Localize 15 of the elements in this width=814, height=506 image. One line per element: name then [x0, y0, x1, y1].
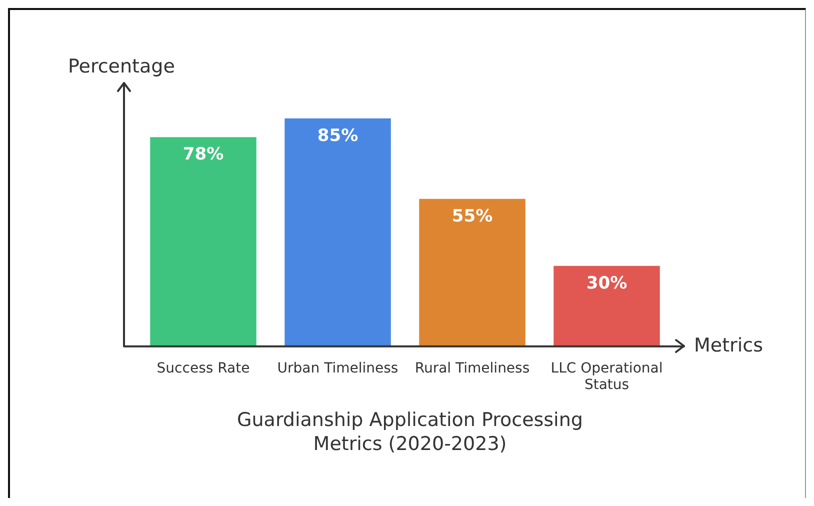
data-label: 78% — [182, 144, 224, 165]
data-label: 30% — [586, 273, 628, 294]
data-label: 85% — [317, 126, 358, 146]
bar — [284, 118, 391, 346]
bar — [419, 198, 526, 346]
bar — [150, 137, 256, 346]
x-tick-label: Rural Timeliness — [414, 360, 530, 376]
y-axis-title: Percentage — [68, 55, 175, 78]
x-tick-label: Success Rate — [156, 360, 250, 376]
text: Guardianship Application Processing Metrics (2020-2023) — [236, 408, 584, 456]
x-tick-label: LLC Operational Status — [550, 360, 663, 394]
bar — [554, 266, 660, 346]
x-axis-title: Metrics — [694, 334, 763, 356]
x-tick-label: Urban Timeliness — [277, 360, 398, 376]
data-label: 55% — [452, 206, 493, 226]
